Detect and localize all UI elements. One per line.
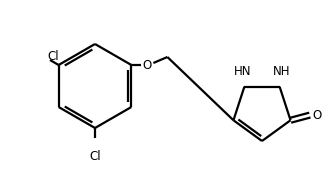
Text: HN: HN	[233, 65, 251, 78]
Text: O: O	[143, 59, 152, 71]
Text: NH: NH	[273, 65, 290, 78]
Text: O: O	[312, 109, 322, 122]
Text: Cl: Cl	[47, 49, 59, 62]
Text: Cl: Cl	[89, 150, 101, 163]
